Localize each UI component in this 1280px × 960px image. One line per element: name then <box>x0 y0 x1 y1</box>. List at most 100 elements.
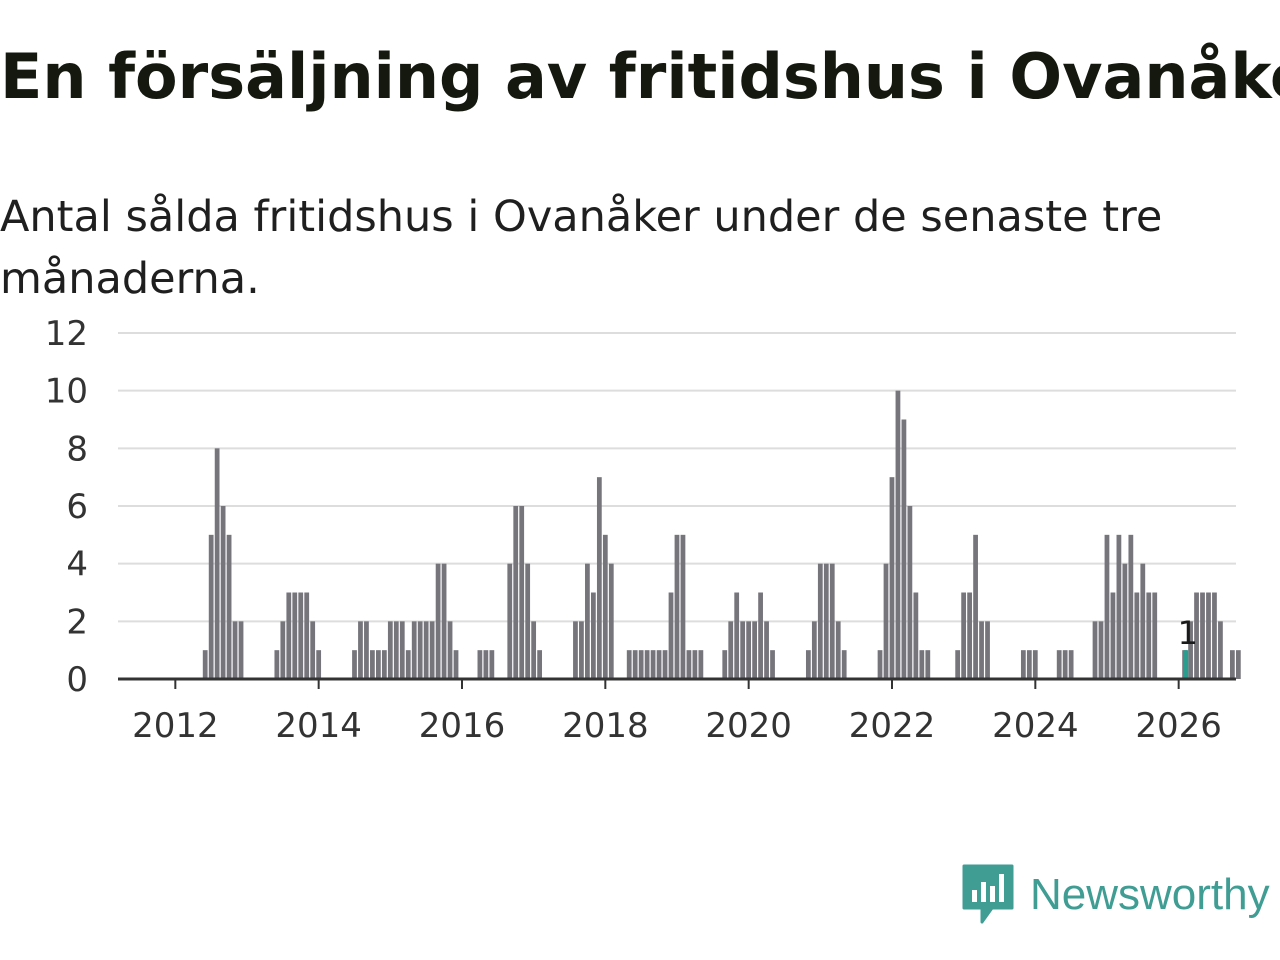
bar <box>393 621 399 679</box>
y-tick-label: 0 <box>66 660 88 700</box>
bar <box>877 650 883 679</box>
bar <box>728 621 734 679</box>
bar <box>919 650 925 679</box>
x-axis-ticks: 2012 2014 2016 2018 2020 2022 2024 2026 <box>132 679 1222 746</box>
bar <box>304 592 310 679</box>
bar <box>1026 650 1032 679</box>
bar <box>423 621 429 679</box>
bar <box>632 650 638 679</box>
bar <box>274 650 280 679</box>
bar <box>411 621 417 679</box>
bar <box>1128 534 1134 679</box>
bar <box>1134 592 1140 679</box>
bar <box>901 419 907 679</box>
gridlines <box>118 332 1236 623</box>
brand-name: Newsworthy <box>1030 870 1270 919</box>
x-tick-label: 2026 <box>1135 706 1222 746</box>
bar <box>740 621 746 679</box>
bar <box>817 563 823 679</box>
bar <box>752 621 758 679</box>
bar <box>1146 592 1152 679</box>
bar <box>1200 592 1205 679</box>
bar <box>1218 621 1223 679</box>
bar <box>973 534 978 679</box>
bar <box>292 592 298 679</box>
bar <box>734 592 740 679</box>
bar <box>692 650 698 679</box>
y-tick-label: 4 <box>66 545 88 585</box>
bar <box>596 477 602 679</box>
bar <box>770 650 775 679</box>
data-labels: 1 <box>1178 614 1198 652</box>
bar <box>758 592 763 679</box>
bar <box>746 621 752 679</box>
bar <box>310 621 316 679</box>
bar-highlight <box>1183 650 1189 679</box>
bar <box>805 650 811 679</box>
bar <box>1056 650 1062 679</box>
bar <box>680 534 686 679</box>
bar <box>961 592 967 679</box>
x-tick-label: 2020 <box>705 706 792 746</box>
bar <box>602 534 608 679</box>
bar <box>686 650 692 679</box>
bar <box>226 534 232 679</box>
bar <box>519 506 525 679</box>
x-tick-label: 2022 <box>849 706 936 746</box>
bar <box>441 563 447 679</box>
x-tick-label: 2018 <box>562 706 649 746</box>
bar <box>650 650 656 679</box>
bar <box>1229 650 1235 679</box>
bar <box>202 650 208 679</box>
bar <box>1235 650 1241 679</box>
bars <box>202 390 1241 679</box>
bar <box>232 621 238 679</box>
bar <box>979 621 984 679</box>
bar <box>352 650 357 679</box>
bar <box>1020 650 1026 679</box>
bar <box>1206 592 1211 679</box>
bar <box>286 592 292 679</box>
bar <box>507 563 513 679</box>
bar <box>387 621 393 679</box>
y-tick-label: 8 <box>66 429 88 469</box>
bar <box>608 563 614 679</box>
bar <box>537 650 543 679</box>
bar <box>1194 592 1199 679</box>
chart-title: En försäljning av fritidshus i Ovanåker <box>0 40 1280 113</box>
chart-subtitle: Antal sålda fritidshus i Ovanåker under … <box>0 192 1163 304</box>
bar <box>1212 592 1217 679</box>
data-label: 1 <box>1178 614 1198 652</box>
bar <box>811 621 817 679</box>
bar <box>525 563 531 679</box>
bar <box>573 621 578 679</box>
bar <box>298 592 304 679</box>
bar <box>626 650 632 679</box>
bar <box>925 650 931 679</box>
x-tick-label: 2012 <box>132 706 219 746</box>
bar <box>722 650 728 679</box>
bar <box>483 650 489 679</box>
bar <box>668 592 674 679</box>
y-tick-label: 10 <box>45 372 88 412</box>
bar <box>1188 621 1193 679</box>
bar <box>698 650 704 679</box>
bar <box>1092 621 1098 679</box>
bar <box>590 592 596 679</box>
bar <box>429 621 435 679</box>
bar <box>447 621 453 679</box>
y-tick-label: 12 <box>45 314 88 354</box>
bar <box>1098 621 1104 679</box>
bar <box>316 650 322 679</box>
bar <box>835 621 841 679</box>
bar <box>638 650 644 679</box>
bar <box>955 650 961 679</box>
bar <box>214 448 220 679</box>
x-tick-label: 2016 <box>419 706 506 746</box>
bar <box>435 563 441 679</box>
bar <box>913 592 919 679</box>
bar <box>238 621 244 679</box>
bar <box>674 534 680 679</box>
bar <box>883 563 889 679</box>
